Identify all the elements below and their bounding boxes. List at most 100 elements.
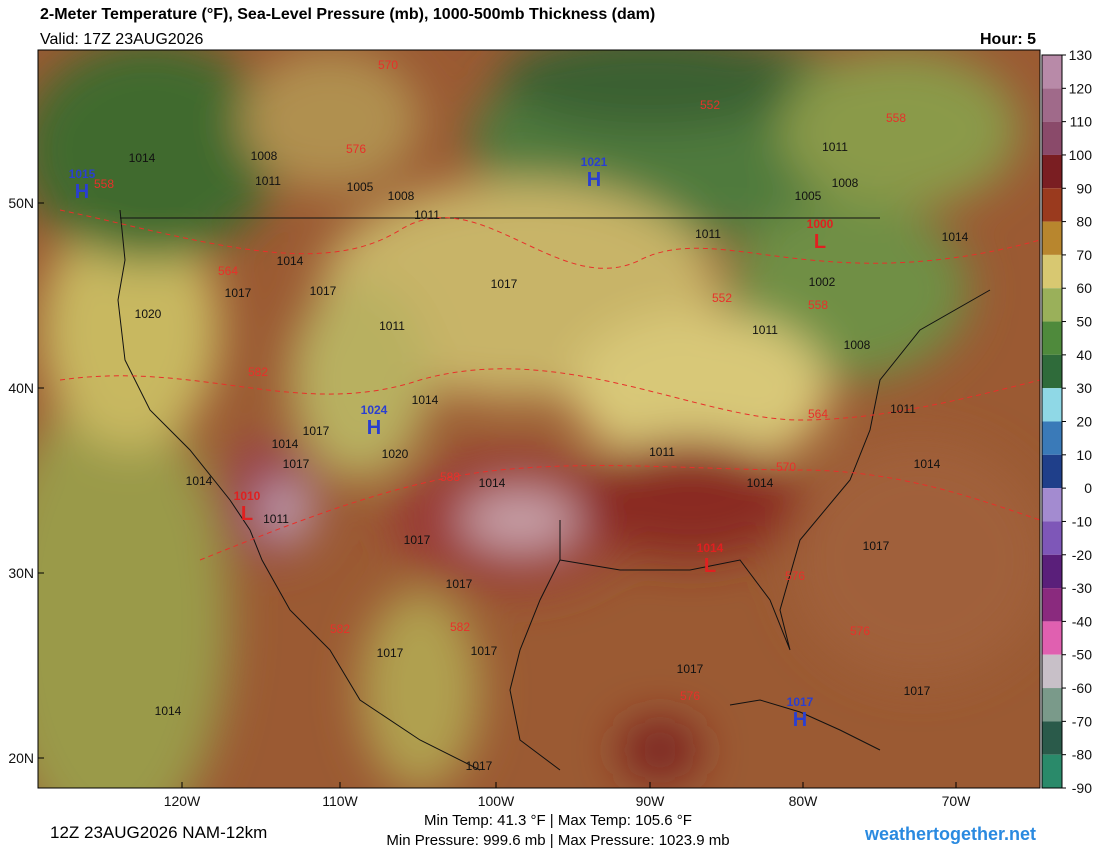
colorbar-segment bbox=[1042, 154, 1062, 189]
pressure-center-value: 1017 bbox=[787, 695, 814, 709]
colorbar-segment bbox=[1042, 321, 1062, 355]
pressure-center-value: 1000 bbox=[807, 217, 834, 231]
colorbar-segment bbox=[1042, 288, 1062, 322]
valid-time: Valid: 17Z 23AUG2026 bbox=[40, 31, 203, 48]
isobar-label: 1008 bbox=[844, 338, 871, 352]
pressure-center-value: 1010 bbox=[234, 489, 261, 503]
pressure-center-symbol: L bbox=[814, 231, 826, 253]
colorbar-segment bbox=[1042, 521, 1062, 555]
isobar-label: 1014 bbox=[412, 393, 439, 407]
colorbar-segment bbox=[1042, 55, 1062, 89]
colorbar-segment bbox=[1042, 421, 1062, 455]
isobar-label: 1014 bbox=[277, 254, 304, 268]
isobar-label: 1008 bbox=[832, 176, 859, 190]
colorbar-label: -90 bbox=[1072, 780, 1092, 796]
pressure-center-symbol: L bbox=[704, 555, 716, 577]
thickness-label: 582 bbox=[330, 622, 350, 636]
pressure-center-value: 1024 bbox=[361, 403, 388, 417]
colorbar-label: 30 bbox=[1076, 380, 1092, 396]
isobar-label: 1011 bbox=[822, 140, 848, 154]
model-run: 12Z 23AUG2026 NAM-12km bbox=[50, 823, 267, 842]
isobar-label: 1014 bbox=[747, 476, 774, 490]
pressure-center-symbol: L bbox=[241, 503, 253, 525]
pressure-center-value: 1015 bbox=[69, 167, 96, 181]
colorbar-label: 10 bbox=[1076, 447, 1092, 463]
isobar-label: 1011 bbox=[752, 323, 778, 337]
colorbar-label: -10 bbox=[1072, 513, 1092, 529]
colorbar-label: 50 bbox=[1076, 314, 1092, 330]
map-frame bbox=[37, 49, 1041, 789]
colorbar-label: -60 bbox=[1072, 680, 1092, 696]
temp-range: Min Temp: 41.3 °F | Max Temp: 105.6 °F bbox=[424, 812, 692, 829]
isobar-label: 1017 bbox=[225, 286, 252, 300]
thickness-label: 576 bbox=[680, 689, 700, 703]
lat-label: 50N bbox=[8, 195, 34, 211]
isobar-label: 1011 bbox=[414, 208, 440, 222]
thickness-label: 558 bbox=[808, 298, 828, 312]
colorbar-label: 0 bbox=[1084, 480, 1092, 496]
isobar-label: 1017 bbox=[491, 277, 518, 291]
isobar-label: 1014 bbox=[942, 230, 969, 244]
thickness-label: 588 bbox=[440, 470, 460, 484]
colorbar-segment bbox=[1042, 621, 1062, 655]
thickness-label: 564 bbox=[808, 407, 828, 421]
colorbar-segment bbox=[1042, 721, 1062, 755]
colorbar-label: -70 bbox=[1072, 713, 1092, 729]
thickness-label: 558 bbox=[94, 177, 114, 191]
colorbar-segment bbox=[1042, 88, 1062, 122]
thickness-label: 558 bbox=[886, 111, 906, 125]
colorbar-segment bbox=[1042, 654, 1062, 689]
colorbar-segment bbox=[1042, 688, 1062, 722]
isobar-label: 1011 bbox=[255, 174, 281, 188]
isobar-label: 1002 bbox=[809, 275, 836, 289]
colorbar-label: -80 bbox=[1072, 747, 1092, 763]
lon-label: 80W bbox=[789, 793, 819, 809]
thickness-label: 552 bbox=[712, 291, 732, 305]
isobar-label: 1014 bbox=[914, 457, 941, 471]
isobar-label: 1017 bbox=[377, 646, 404, 660]
isobar-label: 1017 bbox=[310, 284, 337, 298]
isobar-label: 1017 bbox=[677, 662, 704, 676]
thickness-label: 552 bbox=[700, 98, 720, 112]
map-field bbox=[38, 50, 1040, 788]
colorbar-label: 80 bbox=[1076, 214, 1092, 230]
thickness-label: 564 bbox=[218, 264, 238, 278]
pressure-center-symbol: H bbox=[367, 417, 381, 439]
colorbar-label: 110 bbox=[1070, 114, 1093, 130]
isobar-label: 1014 bbox=[155, 704, 182, 718]
isobar-label: 1017 bbox=[863, 539, 890, 553]
forecast-hour: Hour: 5 bbox=[980, 31, 1036, 48]
pressure-center-value: 1014 bbox=[697, 541, 724, 555]
pressure-center-symbol: H bbox=[75, 181, 89, 203]
title: 2-Meter Temperature (°F), Sea-Level Pres… bbox=[40, 6, 655, 23]
isobar-label: 1008 bbox=[251, 149, 278, 163]
thickness-label: 570 bbox=[378, 58, 398, 72]
colorbar-label: 20 bbox=[1076, 414, 1092, 430]
isobar-label: 1017 bbox=[904, 684, 931, 698]
isobar-label: 1011 bbox=[379, 319, 405, 333]
pressure-center-symbol: H bbox=[587, 169, 601, 191]
colorbar-label: 60 bbox=[1076, 280, 1092, 296]
thickness-label: 570 bbox=[776, 460, 796, 474]
colorbar-segment bbox=[1042, 254, 1062, 289]
isobar-label: 1017 bbox=[303, 424, 330, 438]
lon-label: 90W bbox=[636, 793, 666, 809]
isobar-label: 1017 bbox=[283, 457, 310, 471]
thickness-label: 576 bbox=[850, 624, 870, 638]
isobar-label: 1014 bbox=[129, 151, 156, 165]
isobar-label: 1014 bbox=[186, 474, 213, 488]
thickness-label: 582 bbox=[248, 365, 268, 379]
lon-label: 110W bbox=[322, 793, 358, 809]
lon-label: 70W bbox=[942, 793, 972, 809]
lon-label: 100W bbox=[478, 793, 515, 809]
colorbar-segment bbox=[1042, 388, 1062, 422]
colorbar-segment bbox=[1042, 488, 1062, 522]
thickness-label: 576 bbox=[346, 142, 366, 156]
pressure-range: Min Pressure: 999.6 mb | Max Pressure: 1… bbox=[386, 832, 729, 849]
site-link[interactable]: weathertogether.net bbox=[864, 824, 1036, 844]
lat-label: 40N bbox=[8, 380, 34, 396]
isobar-label: 1011 bbox=[263, 512, 289, 526]
lat-label: 30N bbox=[8, 565, 34, 581]
pressure-center-symbol: H bbox=[793, 709, 807, 731]
